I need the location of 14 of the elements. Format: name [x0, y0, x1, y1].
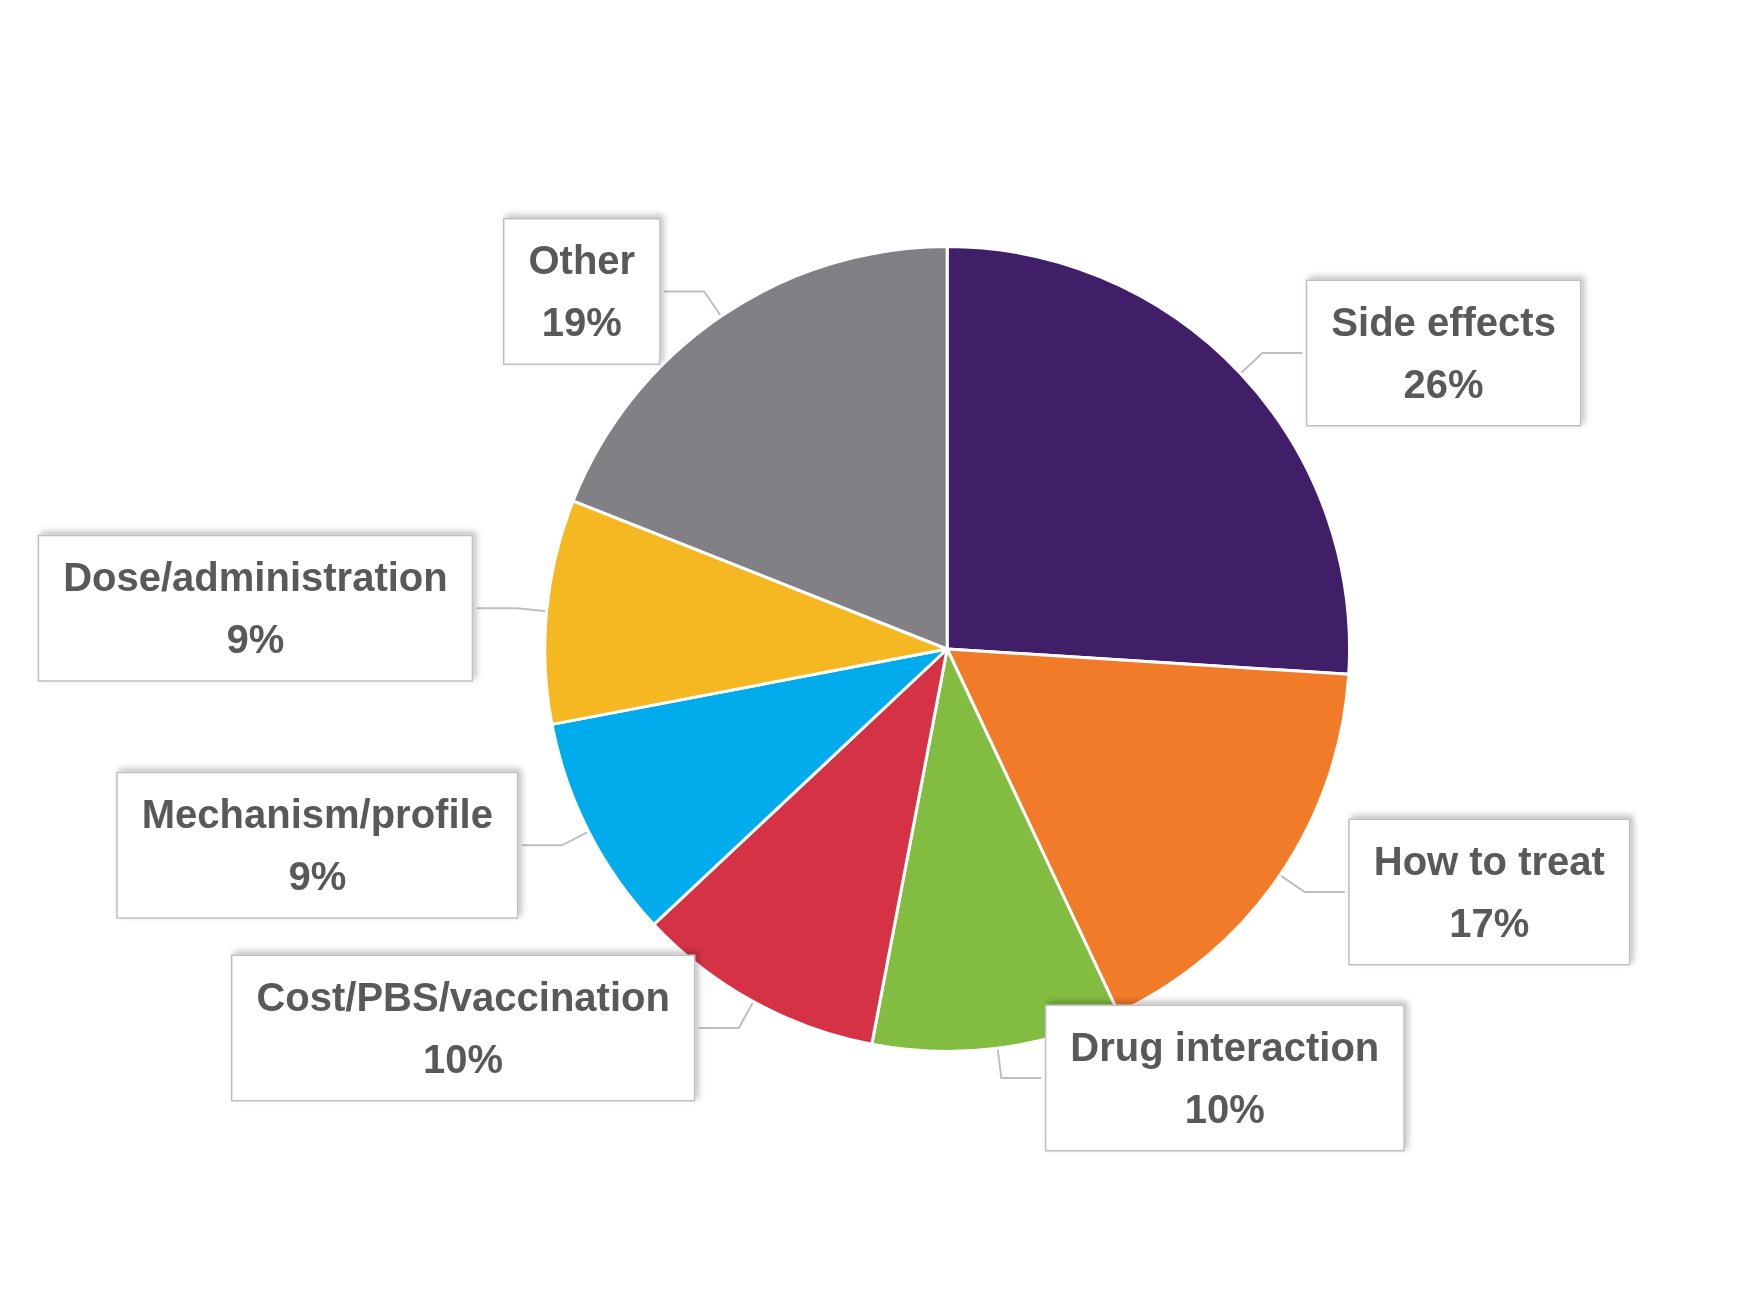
slice-label: How to treat: [1373, 839, 1605, 884]
slice-label: Drug interaction: [1070, 1024, 1380, 1069]
data-label: 9%: [288, 854, 347, 899]
data-label: 17%: [1449, 901, 1530, 946]
data-label: 10%: [423, 1036, 504, 1081]
slice-label: Cost/PBS/vaccination: [256, 974, 670, 1019]
slice-label: Other: [528, 238, 636, 283]
data-label: 26%: [1403, 362, 1484, 407]
data-label: 19%: [541, 300, 622, 345]
data-label: 10%: [1184, 1086, 1265, 1131]
data-label: 9%: [226, 617, 285, 662]
slice-label: Dose/administration: [63, 555, 448, 600]
slice-label: Side effects: [1331, 300, 1556, 345]
slice-label: Mechanism/profile: [141, 792, 493, 837]
